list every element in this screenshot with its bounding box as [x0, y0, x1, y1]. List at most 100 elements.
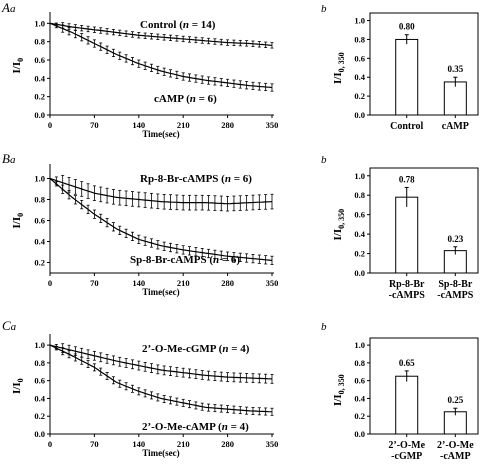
category-label: 2’-O-Me [388, 440, 425, 451]
y-tick-label: 0.6 [354, 210, 365, 220]
panel-label: Ca [2, 318, 17, 333]
category-label: -cAMPS [389, 290, 426, 301]
y-tick-label: 0.6 [34, 216, 45, 226]
y-tick-label: 0.4 [354, 393, 365, 403]
y-tick-label: 0.2 [354, 411, 365, 421]
series-label: Sp-8-Br-cAMPS (n = 6) [130, 254, 240, 266]
y-axis-label-main: I/I [11, 217, 23, 229]
y-tick-label: 0.2 [34, 258, 45, 268]
category-label: Sp-8-Br [438, 279, 472, 290]
x-tick-label: 140 [132, 439, 145, 449]
y-tick-label: 0.8 [34, 358, 45, 368]
series-label: Rp-8-Br-cAMPS (n = 6) [140, 173, 252, 185]
y-axis-label-sub: 0 [16, 378, 25, 382]
bar [395, 196, 419, 274]
series-0: Rp-8-Br-cAMPS (n = 6) [49, 173, 274, 212]
x-axis-label: Time(sec) [142, 287, 179, 297]
y-tick-label: 0.8 [34, 37, 45, 47]
series-1: Sp-8-Br-cAMPS (n = 6) [49, 178, 274, 266]
x-tick-label: 210 [177, 278, 190, 288]
y-tick-label: 0.8 [354, 358, 365, 368]
bar [395, 375, 419, 435]
y-tick-label: 0.8 [34, 195, 45, 205]
data-label: 0.80 [399, 22, 415, 32]
subpanel-label: b [321, 154, 327, 166]
subpanel-label: b [321, 3, 327, 15]
y-tick-label: 0.4 [34, 73, 45, 83]
series-line [49, 344, 273, 413]
x-axis-label: Time(sec) [142, 448, 179, 458]
x-tick-label: 350 [266, 120, 279, 130]
x-tick-label: 0 [48, 278, 52, 288]
x-tick-label: 0 [48, 120, 52, 130]
y-tick-label: 1.0 [34, 174, 45, 184]
y-axis-label-main: I/I [11, 62, 23, 74]
line-chart-2: 0.0 0.2 0.4 0.6 0.8 1.0 0 70 140 210 280 350 Time(se… [11, 334, 278, 458]
category-label: -cGMP [391, 451, 422, 462]
line-chart-1: 0.2 0.4 0.6 0.8 1.0 0 70 140 210 280 350 Time(sec) I… [11, 164, 278, 297]
x-tick-label: 140 [132, 120, 145, 130]
x-tick-label: 280 [221, 439, 234, 449]
y-axis-label-sub: 0 [16, 58, 25, 62]
series-label: cAMP (n = 6) [154, 93, 217, 105]
x-tick-label: 210 [177, 439, 190, 449]
y-axis-label-main: I/I [332, 394, 344, 406]
data-label: 0.65 [399, 358, 415, 368]
x-tick-label: 350 [266, 278, 279, 288]
y-tick-label: 0.4 [34, 393, 45, 403]
panel-label: Aa [1, 0, 16, 15]
series-line [49, 178, 273, 261]
panel-label: Ba [2, 151, 16, 166]
series-line [49, 177, 273, 205]
series-label: 2’-O-Me-cGMP (n = 4) [142, 343, 250, 355]
y-axis-label-main: I/I [11, 382, 23, 394]
x-tick-label: 70 [90, 278, 99, 288]
data-label: 0.35 [447, 64, 463, 74]
data-label: 0.78 [399, 174, 415, 184]
series-label: 2’-O-Me-cAMP (n = 4) [142, 421, 249, 433]
y-axis-label: I/I0 [11, 213, 25, 229]
x-tick-label: 280 [221, 120, 234, 130]
y-tick-label: 0.0 [354, 268, 365, 278]
y-axis-label: I/I0, 350 [332, 374, 346, 406]
series-line [49, 22, 273, 46]
data-label: 0.23 [447, 234, 463, 244]
category-label: Control [390, 121, 423, 132]
data-label: 0.25 [447, 395, 463, 405]
y-tick-label: 1.0 [354, 340, 365, 350]
y-tick-label: 0.2 [354, 249, 365, 259]
y-tick-label: 0.2 [354, 91, 365, 101]
category-label: -cAMPS [437, 290, 474, 301]
plot-frame [369, 12, 479, 116]
y-tick-label: 0.4 [354, 72, 365, 82]
x-tick-label: 350 [266, 439, 279, 449]
y-tick-label: 0.4 [354, 229, 365, 239]
x-tick-label: 140 [132, 278, 145, 288]
series-0: 2’-O-Me-cGMP (n = 4) [49, 343, 274, 384]
y-tick-label: 1.0 [34, 340, 45, 350]
category-label: -cAMP [440, 451, 471, 462]
y-tick-label: 0.0 [354, 110, 365, 120]
y-axis-label: I/I0, 350 [332, 52, 346, 84]
y-tick-label: 0.6 [354, 53, 365, 63]
line-chart-0: 0.0 0.2 0.4 0.6 0.8 1.0 0 70 140 210 280 350 Time(se… [11, 12, 278, 139]
y-tick-label: 0.6 [354, 376, 365, 386]
y-axis-label-main: I/I [332, 72, 344, 84]
bar-chart-2: 0.00.20.40.60.81.0I/I0, 3500.652’-O-Me-c… [332, 337, 479, 462]
y-axis-label: I/I0 [11, 58, 25, 74]
y-axis-label-sub: 0, 350 [337, 209, 346, 229]
y-tick-label: 1.0 [354, 171, 365, 181]
category-label: 2’-O-Me [437, 440, 474, 451]
y-tick-label: 0.0 [354, 429, 365, 439]
y-tick-label: 1.0 [34, 18, 45, 28]
y-tick-label: 0.4 [34, 237, 45, 247]
x-tick-label: 210 [177, 120, 190, 130]
y-tick-label: 0.0 [34, 429, 45, 439]
y-axis-label-main: I/I [332, 229, 344, 241]
y-tick-label: 0.8 [354, 190, 365, 200]
y-tick-label: 0.8 [354, 34, 365, 44]
series-0: Control (n = 14) [49, 19, 274, 49]
y-axis-label: I/I0 [11, 378, 25, 394]
category-label: cAMP [442, 121, 469, 132]
series-1: cAMP (n = 6) [49, 22, 274, 105]
